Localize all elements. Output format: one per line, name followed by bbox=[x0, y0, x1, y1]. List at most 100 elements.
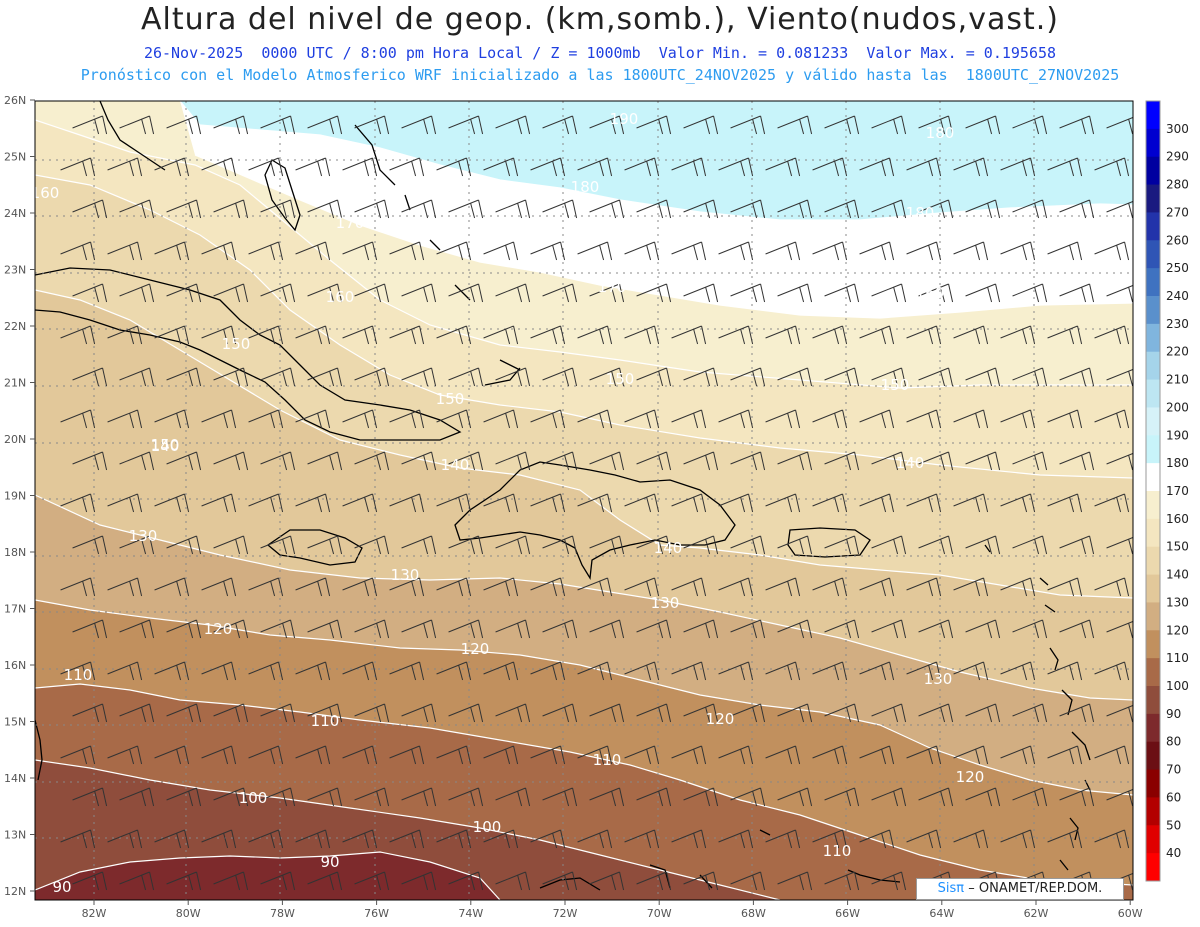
wind-barb bbox=[577, 661, 613, 681]
wind-barb bbox=[213, 619, 249, 639]
contour-label: 110 bbox=[823, 842, 852, 860]
colorbar-swatch bbox=[1146, 407, 1160, 436]
wind-barb bbox=[401, 451, 437, 471]
wind-barb bbox=[436, 493, 472, 513]
wind-barb bbox=[542, 619, 578, 639]
wind-barb bbox=[154, 829, 190, 849]
wind-barb bbox=[248, 661, 284, 681]
wind-barb bbox=[1000, 325, 1036, 345]
wind-barb bbox=[1106, 788, 1133, 807]
colorbar-label: 220 bbox=[1166, 345, 1189, 359]
wind-barb bbox=[1012, 199, 1048, 219]
wind-barb bbox=[436, 241, 472, 261]
wind-barb bbox=[401, 871, 437, 891]
wind-barb bbox=[624, 661, 660, 681]
wind-barb bbox=[824, 787, 860, 807]
wind-barb bbox=[965, 367, 1001, 387]
wind-barb bbox=[107, 325, 143, 345]
lon-label: 74W bbox=[458, 907, 483, 920]
wind-barb bbox=[730, 871, 766, 891]
wind-barb bbox=[448, 367, 484, 387]
wind-barb bbox=[683, 871, 719, 891]
wind-barb bbox=[530, 409, 566, 429]
jamaica-coast bbox=[266, 529, 363, 566]
wind-barb bbox=[812, 241, 848, 261]
wind-barb bbox=[1047, 577, 1083, 597]
wind-barb bbox=[577, 409, 613, 429]
wind-barb bbox=[483, 745, 519, 765]
wind-barb bbox=[683, 703, 719, 723]
wind-barb bbox=[589, 787, 625, 807]
wind-barb bbox=[201, 409, 237, 429]
wind-barb bbox=[636, 619, 672, 639]
wind-barb bbox=[201, 241, 237, 261]
colorbar-swatch bbox=[1146, 323, 1160, 353]
contour-label: 180 bbox=[906, 204, 935, 222]
wind-barb bbox=[389, 241, 425, 261]
colorbar-label: 60 bbox=[1166, 790, 1181, 804]
colorbar-swatch bbox=[1146, 518, 1160, 548]
contour-label: 150 bbox=[436, 390, 465, 408]
wind-barb bbox=[777, 367, 813, 387]
wind-barb bbox=[107, 493, 143, 513]
wind-barb bbox=[342, 241, 378, 261]
wind-barb bbox=[577, 157, 613, 177]
wind-barb bbox=[1047, 745, 1083, 765]
wind-barb bbox=[718, 829, 754, 849]
colorbar-swatch bbox=[1146, 825, 1160, 854]
colorbar-label: 50 bbox=[1166, 818, 1181, 832]
wind-barb bbox=[248, 829, 284, 849]
wind-barb bbox=[448, 787, 484, 807]
wind-barb bbox=[718, 409, 754, 429]
wind-barb bbox=[730, 283, 766, 303]
wind-barb bbox=[636, 199, 672, 219]
wind-barb bbox=[965, 787, 1001, 807]
contour-label: 120 bbox=[706, 710, 735, 728]
contour-label: 170 bbox=[598, 278, 627, 296]
wind-barb bbox=[354, 535, 390, 555]
colorbar-swatch bbox=[1146, 853, 1160, 882]
wind-barb bbox=[72, 199, 108, 219]
wind-barb bbox=[307, 115, 343, 135]
wind-barb bbox=[307, 199, 343, 219]
wind-barb bbox=[765, 157, 801, 177]
wind-barb bbox=[918, 535, 954, 555]
wind-barb bbox=[107, 661, 143, 681]
colorbar-label: 210 bbox=[1166, 373, 1189, 387]
wind-barb bbox=[401, 619, 437, 639]
wind-barb bbox=[542, 703, 578, 723]
wind-barb bbox=[542, 199, 578, 219]
wind-barb bbox=[918, 703, 954, 723]
wind-barb bbox=[260, 703, 296, 723]
wind-barb bbox=[918, 367, 954, 387]
wind-barb bbox=[577, 829, 613, 849]
wind-barb bbox=[1059, 787, 1095, 807]
wind-barb bbox=[354, 703, 390, 723]
colorbar-label: 110 bbox=[1166, 651, 1189, 665]
wind-barb bbox=[201, 745, 237, 765]
wind-barb bbox=[1012, 787, 1048, 807]
wind-barb bbox=[166, 871, 202, 891]
colorbar-swatch bbox=[1146, 630, 1160, 659]
wind-barb bbox=[213, 115, 249, 135]
colorbar-swatch bbox=[1146, 574, 1160, 603]
wind-barb bbox=[495, 199, 531, 219]
wind-barb bbox=[166, 283, 202, 303]
wind-barb bbox=[624, 241, 660, 261]
wind-barb bbox=[812, 493, 848, 513]
contour-label: 120 bbox=[461, 640, 490, 658]
wind-barb bbox=[1047, 661, 1083, 681]
wind-barb bbox=[307, 451, 343, 471]
wind-barb bbox=[624, 493, 660, 513]
wind-barb bbox=[824, 367, 860, 387]
wind-barb bbox=[683, 199, 719, 219]
wind-barb bbox=[1059, 199, 1095, 219]
wind-barb bbox=[307, 619, 343, 639]
wind-barb bbox=[166, 535, 202, 555]
wind-barb bbox=[812, 745, 848, 765]
wind-barb bbox=[824, 199, 860, 219]
wind-barb bbox=[542, 451, 578, 471]
wind-barb bbox=[671, 241, 707, 261]
wind-barb bbox=[107, 157, 143, 177]
wind-barb bbox=[119, 535, 155, 555]
